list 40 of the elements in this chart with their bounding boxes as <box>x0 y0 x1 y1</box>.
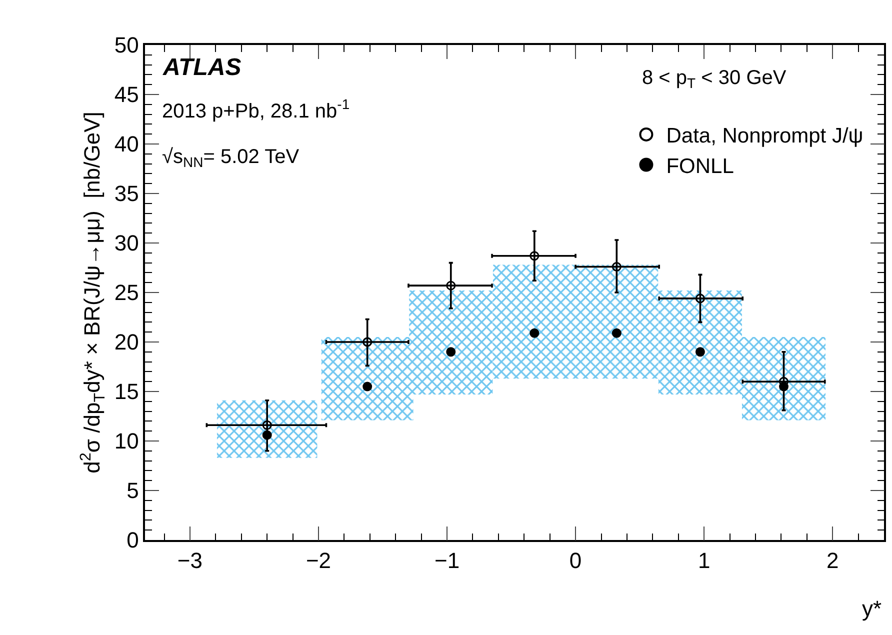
x-tick-label: −2 <box>306 548 332 574</box>
point <box>612 328 622 338</box>
y-tick-label: 35 <box>114 181 139 206</box>
y-tick-label: 30 <box>114 230 139 256</box>
y-tick-label: 5 <box>126 478 139 504</box>
bar <box>658 290 742 394</box>
bar <box>492 264 576 379</box>
point <box>695 294 705 304</box>
point <box>362 382 372 392</box>
point <box>530 328 540 338</box>
point <box>695 347 705 357</box>
annotation: 8 < p$_{T}$ < 30 GeV <box>642 67 787 92</box>
bar <box>742 337 826 420</box>
y-tick-label: 45 <box>114 82 139 108</box>
bar <box>575 264 658 379</box>
x-tick-label: −1 <box>434 548 460 574</box>
legend-label: Data, Nonprompt J/ψ <box>666 124 864 148</box>
legend-label: FONLL <box>666 154 734 178</box>
y-tick-label: 15 <box>114 379 139 404</box>
point <box>446 280 456 290</box>
x-axis-title: y* <box>862 596 882 621</box>
point <box>446 347 456 357</box>
y-tick-label: 20 <box>114 330 139 355</box>
y-tick-label: 50 <box>114 32 139 58</box>
y-tick-label: 10 <box>114 428 139 454</box>
y-tick-label: 40 <box>114 132 139 157</box>
point <box>612 262 622 272</box>
point <box>530 251 540 261</box>
x-tick-label: 0 <box>569 548 582 574</box>
y-tick-label: 0 <box>126 528 139 553</box>
point <box>262 420 272 430</box>
annotation: ATLAS <box>162 54 242 81</box>
x-tick-label: 1 <box>698 548 710 574</box>
annotation: √s$_{NN}$= 5.02 TeV <box>162 146 300 170</box>
bar <box>409 290 493 394</box>
x-tick-label: −3 <box>177 548 203 574</box>
x-tick-label: 2 <box>826 548 839 574</box>
y-tick-label: 25 <box>114 280 139 306</box>
point <box>362 337 372 347</box>
annotation: 2013 p+Pb, 28.1 nb$^{-1}$ <box>162 96 350 122</box>
